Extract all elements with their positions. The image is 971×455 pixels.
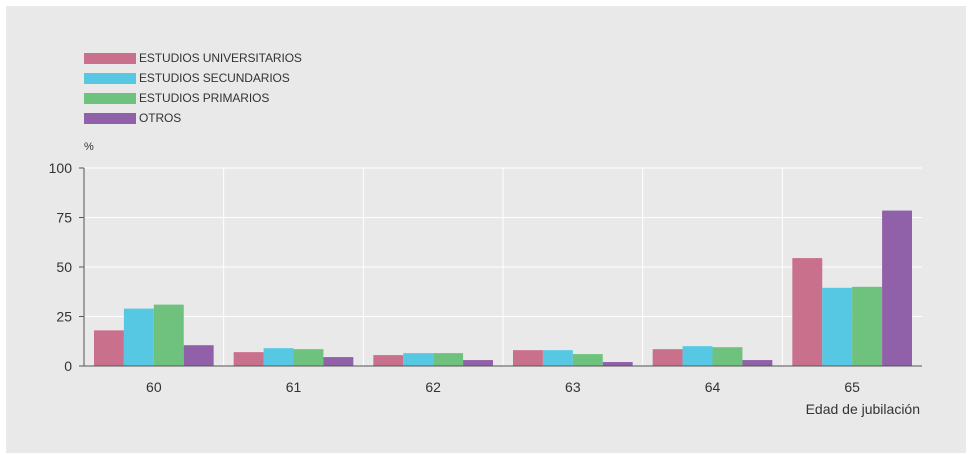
bar-64-1 <box>652 349 683 366</box>
legend-item-universitarios: ESTUDIOS UNIVERSITARIOS <box>84 48 302 68</box>
bar-63-1 <box>513 350 543 366</box>
legend-item-otros: OTROS <box>84 108 302 128</box>
chart-panel <box>6 6 966 453</box>
bar-60-3 <box>153 304 184 366</box>
y-tick-label: 25 <box>56 309 72 325</box>
y-tick-label: 75 <box>56 210 72 226</box>
bar-layer <box>94 210 912 366</box>
bar-62-1 <box>373 355 404 366</box>
legend-item-secundarios: ESTUDIOS SECUNDARIOS <box>84 68 302 88</box>
bar-63-3 <box>572 354 603 366</box>
bar-61-1 <box>233 352 264 366</box>
legend-label-otros: OTROS <box>139 111 182 125</box>
x-tick-label: 65 <box>844 379 860 395</box>
y-tick-label: 0 <box>64 358 72 374</box>
bar-65-4 <box>882 210 912 366</box>
x-tick-label: 60 <box>146 379 162 395</box>
x-tick-label: 61 <box>286 379 302 395</box>
legend-swatch-universitarios <box>84 52 136 64</box>
bar-65-2 <box>822 287 853 366</box>
axis-layer: 0 25 50 75 100 60 61 62 63 64 65 <box>49 160 922 395</box>
legend-item-primarios: ESTUDIOS PRIMARIOS <box>84 88 302 108</box>
legend-label-secundarios: ESTUDIOS SECUNDARIOS <box>139 71 290 85</box>
y-tick-label: 50 <box>56 259 72 275</box>
bar-62-3 <box>433 353 464 366</box>
bar-60-2 <box>123 308 154 366</box>
legend-swatch-secundarios <box>84 72 136 84</box>
chart-legend: ESTUDIOS UNIVERSITARIOS ESTUDIOS SECUNDA… <box>84 48 302 128</box>
y-axis-unit-label: % <box>84 141 94 153</box>
bar-61-3 <box>293 349 324 366</box>
bar-65-3 <box>852 286 883 366</box>
bar-63-2 <box>542 350 573 366</box>
legend-swatch-primarios <box>84 92 136 104</box>
bar-60-1 <box>94 330 124 366</box>
legend-swatch-otros <box>84 112 136 124</box>
x-tick-label: 62 <box>425 379 441 395</box>
bar-62-4 <box>463 360 493 366</box>
bar-64-4 <box>742 360 773 366</box>
bar-60-4 <box>183 345 214 366</box>
bar-64-3 <box>712 347 743 366</box>
bar-61-2 <box>263 348 294 366</box>
bar-64-2 <box>682 346 713 366</box>
x-axis-title: Edad de jubilación <box>806 401 920 417</box>
legend-label-universitarios: ESTUDIOS UNIVERSITARIOS <box>139 51 302 65</box>
y-tick-label: 100 <box>49 160 73 176</box>
x-tick-label: 64 <box>705 379 721 395</box>
legend-label-primarios: ESTUDIOS PRIMARIOS <box>139 91 270 105</box>
bar-61-4 <box>323 357 354 366</box>
x-tick-label: 63 <box>565 379 581 395</box>
bar-65-1 <box>792 258 823 366</box>
bar-62-2 <box>403 353 434 366</box>
bar-63-4 <box>602 362 633 366</box>
